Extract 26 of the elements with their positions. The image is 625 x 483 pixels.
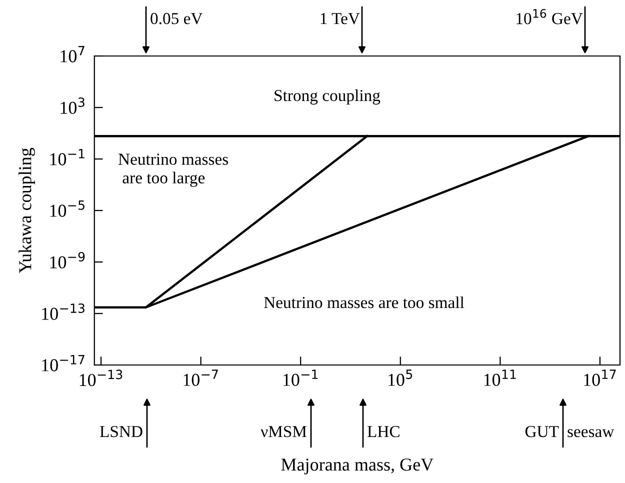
text: νMSM [260,426,307,438]
annotation: Strong coupling [274,89,380,105]
x-tick-label: 10$^{5}$ [388,370,412,386]
x-tick-label: 10$^{−1}$ [284,370,318,386]
y-tick-label: 10$^{7}$ [60,46,84,62]
annotation: Neutrino masses are too large [118,154,228,187]
text: 1 TeV [320,13,360,24]
text: LSND [100,426,142,438]
y-tick-label: 10$^{−1}$ [50,149,84,166]
x-tick-label: 10$^{17}$ [584,370,616,386]
text: seesaw [568,429,614,438]
y-tick-label: 10$^{−9}$ [50,252,85,268]
x-tick-label: 10$^{11}$ [484,370,516,386]
text: LHC [367,426,400,438]
annotation: Neutrino masses are too small [264,296,464,308]
y-tick-label: 10$^{−17}$ [42,355,84,372]
y-tick-label: 10$^{−5}$ [50,200,84,217]
y-tick-label: 10$^{−13}$ [42,303,84,320]
x-tick-label: 10$^{−7}$ [184,370,218,386]
y-tick-label: 10$^{3}$ [60,97,84,114]
x-tick-label: 10$^{−13}$ [80,370,122,386]
x-axis-title: Majorana mass, GeV [281,458,434,474]
y-axis-title: Yukawa coupling [18,148,36,274]
text: 10$^{16}$ GeV [516,9,583,24]
text: GUT [525,426,559,438]
text: 0.05 eV [150,12,203,24]
